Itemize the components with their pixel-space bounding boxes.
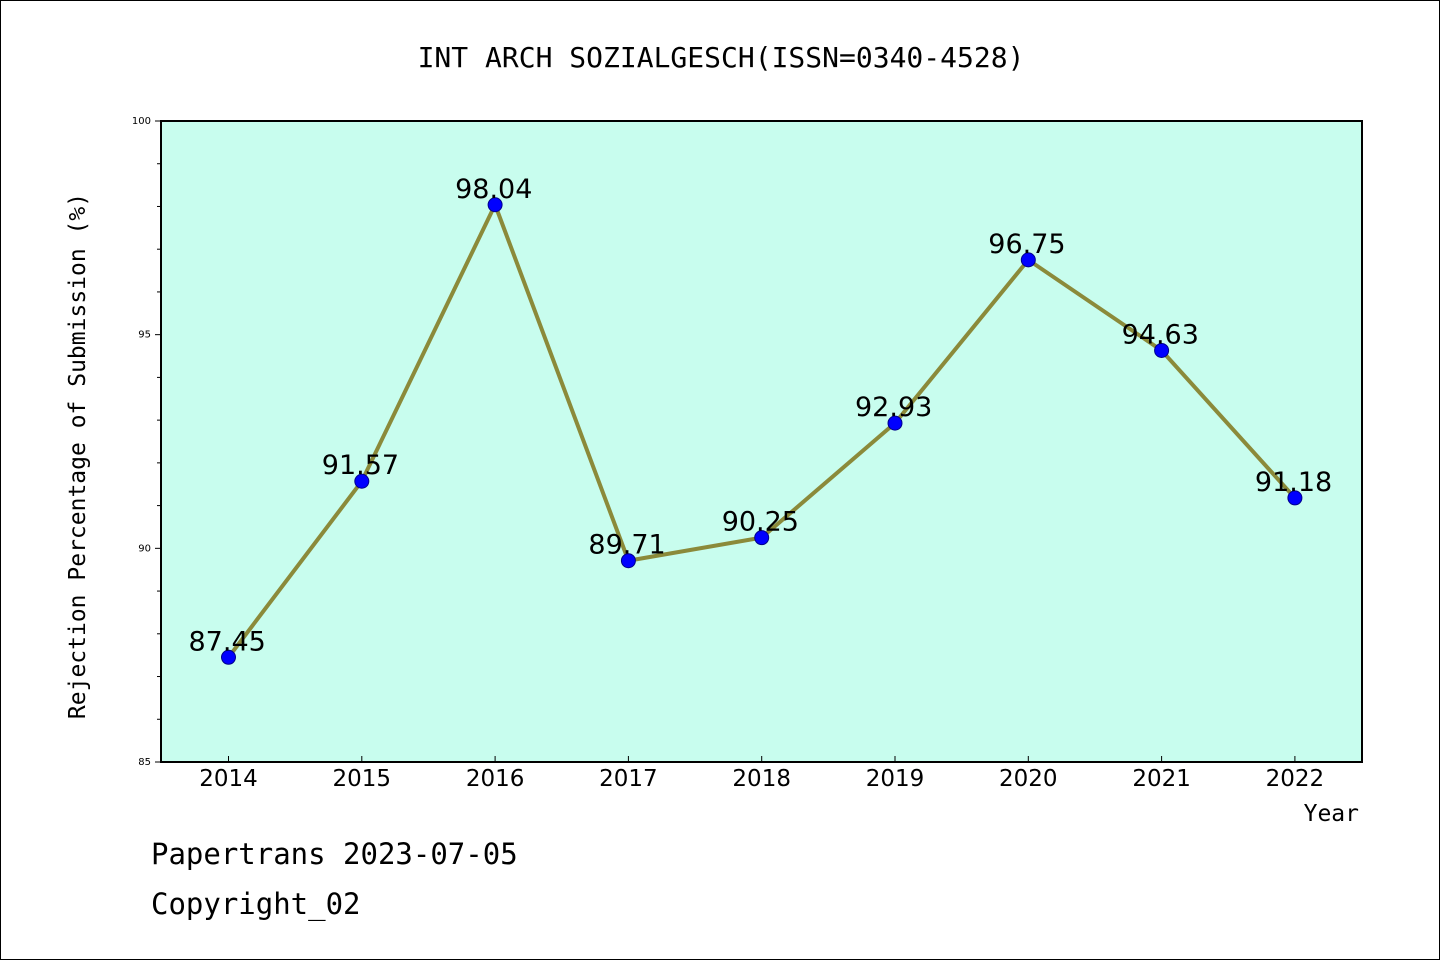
x-tick-label: 2019 (866, 766, 925, 792)
data-label: 90.25 (722, 507, 799, 538)
plot-area (160, 120, 1363, 763)
data-label: 91.18 (1255, 467, 1332, 498)
data-point (754, 530, 770, 546)
y-tick-label: 100 (132, 116, 151, 127)
y-axis-label: Rejection Percentage of Submission (%) (65, 193, 91, 719)
data-labels: 87.45 91.57 98.04 89.71 90.25 92.93 96.75 94.63… (189, 174, 1333, 658)
data-point (887, 415, 903, 431)
data-point (620, 553, 636, 569)
data-label: 96.75 (988, 229, 1065, 260)
x-tick-label: 2020 (999, 766, 1058, 792)
data-point (1020, 252, 1036, 268)
footer-copyright: Copyright_02 (151, 887, 361, 922)
x-tick-label: 2015 (333, 766, 392, 792)
data-point (1287, 490, 1303, 506)
x-tick-label: 2016 (466, 766, 525, 792)
data-point (1154, 342, 1170, 358)
data-point (487, 197, 503, 213)
x-axis: 2014 2015 2016 2017 2018 2019 2020 2021 2022 (199, 756, 1324, 792)
x-tick-label: 2022 (1266, 766, 1325, 792)
data-points (221, 197, 1303, 665)
data-point (354, 473, 370, 489)
y-tick-label: 90 (138, 543, 151, 554)
data-label: 94.63 (1122, 319, 1199, 350)
y-axis: 85 90 95 100 (132, 116, 161, 768)
footer-date: Papertrans 2023-07-05 (151, 837, 518, 871)
data-point (221, 649, 236, 665)
x-axis-label: Year (1304, 801, 1359, 827)
data-label: 92.93 (855, 392, 932, 423)
data-label: 89.71 (588, 530, 665, 561)
x-tick-label: 2014 (199, 766, 258, 792)
x-tick-label: 2021 (1132, 766, 1191, 792)
y-tick-label: 85 (138, 757, 151, 768)
y-tick-label: 95 (138, 330, 151, 341)
x-tick-label: 2018 (732, 766, 791, 792)
data-label: 98.04 (455, 174, 532, 205)
chart-title: INT ARCH SOZIALGESCH(ISSN=0340-4528) (418, 41, 1025, 74)
data-label: 91.57 (322, 450, 399, 481)
data-label: 87.45 (189, 626, 266, 657)
x-tick-label: 2017 (599, 766, 658, 792)
